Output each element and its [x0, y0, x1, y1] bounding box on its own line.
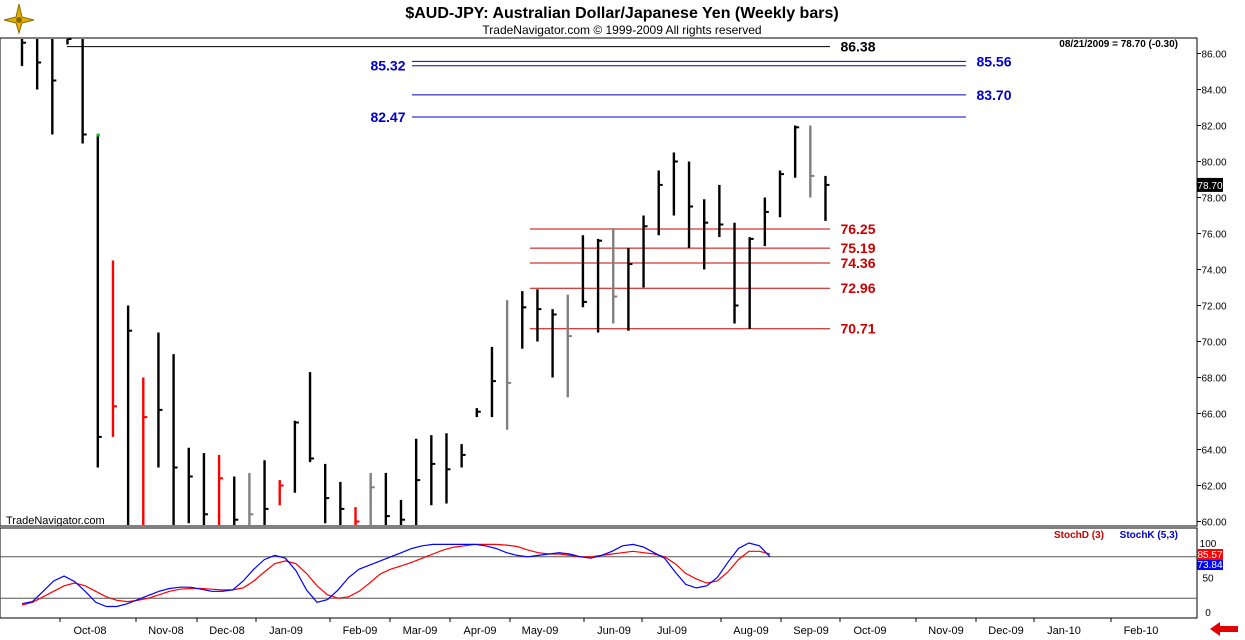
y-tick-label: 72.00 — [1201, 302, 1226, 313]
x-tick-label: Dec-08 — [209, 625, 244, 637]
support-label: 70.71 — [840, 321, 875, 337]
y-tick-label: 80.00 — [1201, 158, 1226, 169]
quote-readout: 08/21/2009 = 78.70 (-0.30) — [1059, 39, 1178, 50]
y-tick-label: 66.00 — [1201, 410, 1226, 421]
support-label: 72.96 — [840, 280, 875, 296]
y-tick-label: 68.00 — [1201, 374, 1226, 385]
y-tick-label: 62.00 — [1201, 482, 1226, 493]
watermark: TradeNavigator.com — [6, 515, 105, 527]
y-tick-label: 86.00 — [1201, 50, 1226, 61]
resistance-label: 85.32 — [370, 58, 405, 74]
x-tick-label: Oct-09 — [853, 625, 886, 637]
x-tick-label: Nov-09 — [928, 625, 963, 637]
x-tick-label: Jul-09 — [657, 625, 687, 637]
stoch-tick-label: 0 — [1205, 608, 1211, 619]
y-tick-label: 70.00 — [1201, 338, 1226, 349]
last-price-label: 78.70 — [1197, 181, 1222, 192]
stoch-d-line — [21, 543, 771, 606]
time-axis: Oct-08 Nov-08 Dec-08 Jan-09 Feb-09 Mar-09 Apr-… — [59, 618, 1159, 637]
price-axis: 60.00 62.00 64.00 66.00 68.00 70.00 72.00 74.00… — [1197, 50, 1227, 529]
y-tick-label: 74.00 — [1201, 266, 1226, 277]
signal-marker — [96, 133, 100, 137]
y-tick-label: 82.00 — [1201, 122, 1226, 133]
y-tick-label: 60.00 — [1201, 518, 1226, 529]
resistance-label: 85.56 — [976, 53, 1011, 69]
x-tick-label: Oct-08 — [73, 625, 106, 637]
x-tick-label: Jan-09 — [269, 625, 303, 637]
support-label: 74.36 — [840, 255, 875, 271]
y-tick-label: 64.00 — [1201, 446, 1226, 457]
chart-title: $AUD-JPY: Australian Dollar/Japanese Yen… — [405, 5, 838, 22]
stoch-tick-label: 50 — [1202, 574, 1214, 585]
stoch-tick-label: 100 — [1200, 539, 1217, 550]
logo-compass-icon[interactable] — [2, 2, 36, 35]
stochastic-panel — [0, 527, 1198, 619]
y-tick-label: 76.00 — [1201, 230, 1226, 241]
x-tick-label: Feb-10 — [1124, 625, 1159, 637]
price-bars — [20, 38, 830, 525]
stoch-k-line — [21, 542, 771, 608]
scroll-left-arrow-icon[interactable] — [1206, 621, 1240, 637]
support-label: 75.19 — [840, 240, 875, 256]
stoch-d-value: 85.57 — [1197, 550, 1222, 561]
x-tick-label: Jan-10 — [1047, 625, 1081, 637]
stoch-k-value: 73.84 — [1197, 560, 1222, 571]
x-tick-label: Mar-09 — [403, 625, 438, 637]
x-tick-label: Dec-09 — [988, 625, 1023, 637]
x-tick-label: Apr-09 — [463, 625, 496, 637]
x-tick-label: May-09 — [522, 625, 559, 637]
support-label: 76.25 — [840, 221, 875, 237]
last-price-box: 78.70 — [1197, 177, 1223, 192]
resistance-label: 82.47 — [370, 109, 405, 125]
x-tick-label: Sep-09 — [793, 625, 828, 637]
y-tick-label: 84.00 — [1201, 86, 1226, 97]
copyright-text: TradeNavigator.com © 1999-2009 All right… — [482, 23, 761, 37]
x-tick-label: Jun-09 — [597, 625, 631, 637]
stoch-value-boxes: 85.57 73.84 — [1197, 549, 1223, 571]
resistance-label: 86.38 — [840, 39, 875, 55]
stoch-k-legend: StochK (5,3) — [1120, 530, 1178, 541]
level-lines: 86.38 85.56 85.32 83.70 82.47 76.25 75.1974.36… — [67, 39, 1012, 337]
resistance-label: 83.70 — [976, 87, 1011, 103]
x-tick-label: Nov-08 — [148, 625, 183, 637]
stochastic-lines: 0 50 100 — [0, 539, 1217, 619]
y-tick-label: 78.00 — [1201, 194, 1226, 205]
x-tick-label: Aug-09 — [733, 625, 768, 637]
stoch-d-legend: StochD (3) — [1054, 530, 1104, 541]
x-tick-label: Feb-09 — [343, 625, 378, 637]
